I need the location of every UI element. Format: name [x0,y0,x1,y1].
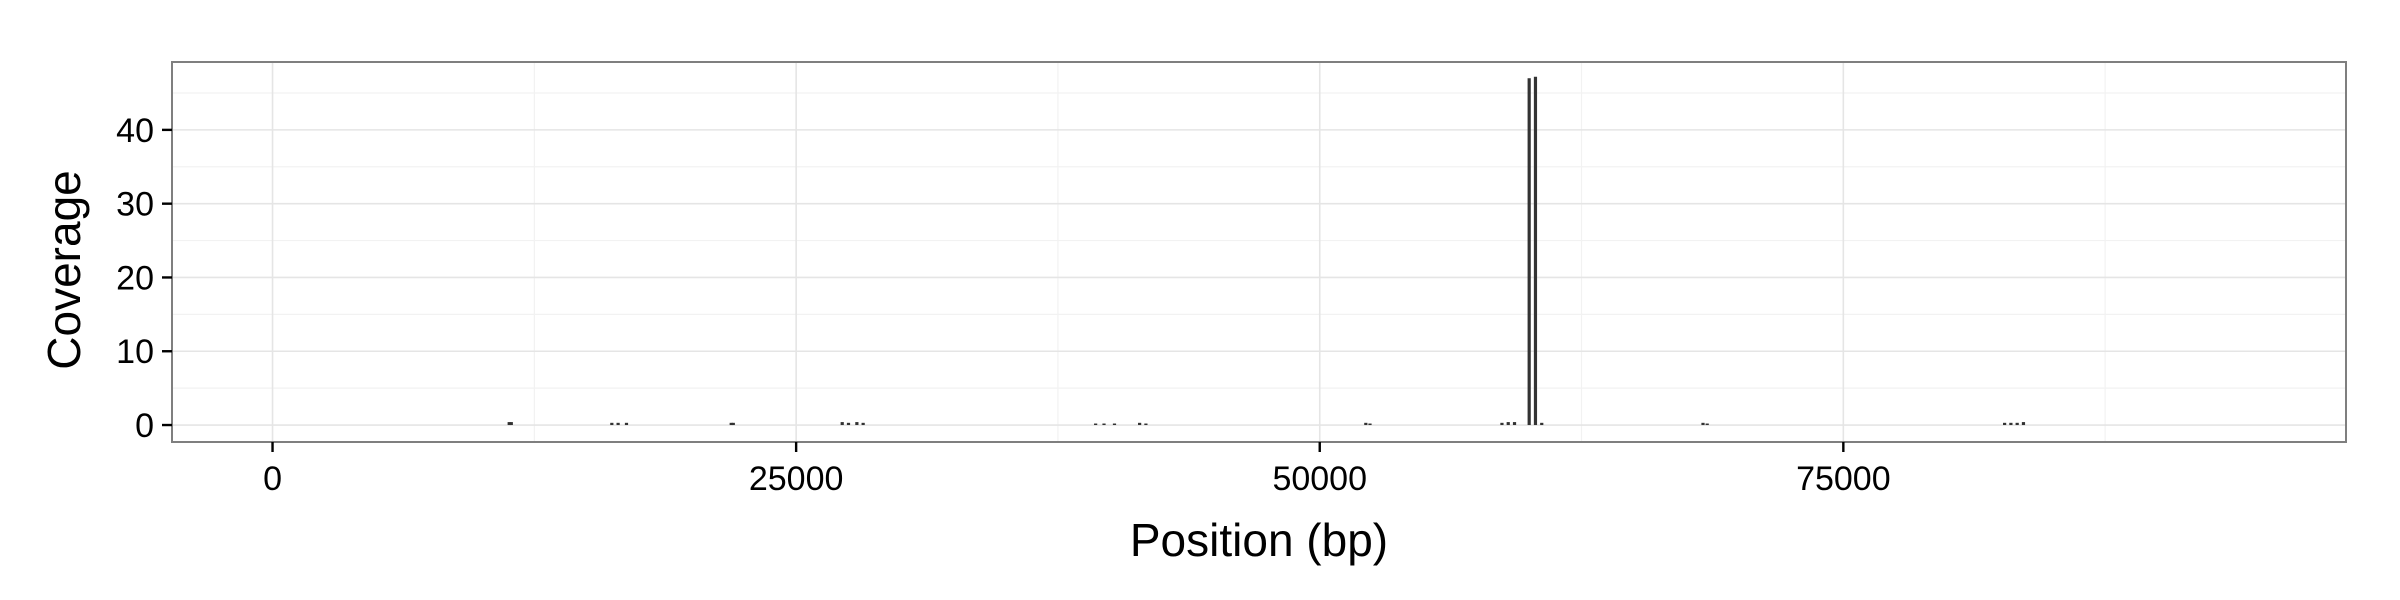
coverage-bar [2021,422,2026,426]
coverage-bar [1102,423,1106,426]
coverage-bar [2003,422,2007,426]
coverage-bar [2009,422,2013,426]
grid-minor [172,62,2346,442]
coverage-bar [507,422,511,426]
coverage-bar [861,422,865,426]
y-axis: 0 10 20 30 40 [116,112,172,445]
coverage-bar [846,422,851,426]
coverage-bar [1144,423,1148,426]
panel-background [172,62,2346,442]
x-tick-label: 50000 [1272,460,1367,498]
coverage-bar [1094,423,1098,426]
coverage-bar [1364,422,1368,426]
coverage-bar [1533,76,1538,426]
coverage-bar [1701,422,1705,426]
coverage-bar [840,422,844,426]
y-tick-label: 20 [116,259,154,297]
coverage-bar [1540,422,1544,426]
coverage-bar [616,422,620,426]
coverage-bar [731,422,735,426]
bars [507,76,2026,426]
x-tick-label: 75000 [1796,460,1891,498]
coverage-bar [610,422,614,426]
grid-major [172,62,2346,442]
y-tick-label: 0 [135,407,154,445]
coverage-bar [509,422,513,426]
plot-panel [171,61,2347,443]
coverage-bar [1527,78,1531,426]
x-tick-label: 0 [263,460,282,498]
y-axis-title: Coverage [38,170,90,369]
panel-border [171,61,2347,443]
coverage-bar [1506,422,1510,426]
x-axis-title: Position (bp) [1130,514,1388,566]
y-tick-label: 40 [116,112,154,150]
coverage-bar [729,422,733,426]
coverage-bar [1112,423,1117,426]
coverage-bar [1138,422,1142,426]
coverage-bar [1500,422,1504,426]
x-tick-label: 25000 [749,460,844,498]
coverage-bar [2015,422,2019,426]
y-tick-label: 10 [116,333,154,371]
coverage-bar [1512,422,1517,426]
coverage-bar [855,422,859,426]
coverage-bar [624,422,629,426]
y-tick-label: 30 [116,186,154,224]
coverage-bar [1705,423,1709,426]
x-axis: 0 25000 50000 75000 [263,442,1891,498]
coverage-bar [1368,423,1372,426]
